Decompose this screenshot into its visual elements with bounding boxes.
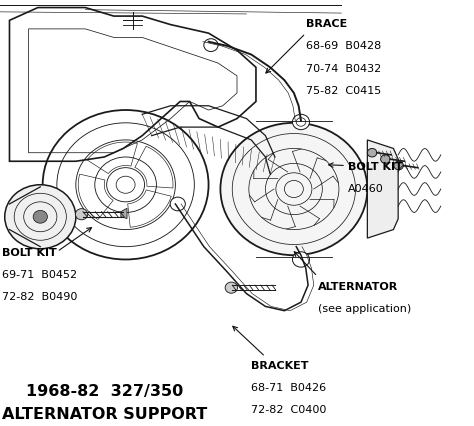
Text: 1968-82  327/350: 1968-82 327/350 xyxy=(26,383,183,398)
Text: ALTERNATOR: ALTERNATOR xyxy=(318,281,398,291)
Circle shape xyxy=(204,40,218,52)
Text: 69-71  B0452: 69-71 B0452 xyxy=(2,269,77,279)
Text: BRACKET: BRACKET xyxy=(251,360,309,370)
Circle shape xyxy=(292,252,310,268)
Circle shape xyxy=(5,185,76,249)
Circle shape xyxy=(381,155,390,164)
Text: BRACE: BRACE xyxy=(306,19,347,29)
Circle shape xyxy=(33,211,47,224)
Text: 72-82  C0400: 72-82 C0400 xyxy=(251,404,327,414)
Text: (see application): (see application) xyxy=(318,303,411,313)
Text: A0460: A0460 xyxy=(348,184,384,194)
Text: 75-82  C0415: 75-82 C0415 xyxy=(306,86,381,95)
Text: 68-71  B0426: 68-71 B0426 xyxy=(251,382,326,392)
Circle shape xyxy=(220,124,367,256)
Circle shape xyxy=(75,209,88,220)
Text: 70-74  B0432: 70-74 B0432 xyxy=(306,63,381,73)
Text: BOLT KIT: BOLT KIT xyxy=(2,247,57,257)
Circle shape xyxy=(292,115,310,130)
Circle shape xyxy=(367,149,377,158)
Circle shape xyxy=(225,282,237,294)
Polygon shape xyxy=(121,209,127,219)
Text: ALTERNATOR SUPPORT: ALTERNATOR SUPPORT xyxy=(1,406,207,420)
Circle shape xyxy=(394,162,403,170)
Circle shape xyxy=(170,198,185,211)
Polygon shape xyxy=(367,141,398,239)
Text: BOLT KIT: BOLT KIT xyxy=(348,162,403,172)
Text: 68-69  B0428: 68-69 B0428 xyxy=(306,41,381,51)
Text: 72-82  B0490: 72-82 B0490 xyxy=(2,291,78,301)
